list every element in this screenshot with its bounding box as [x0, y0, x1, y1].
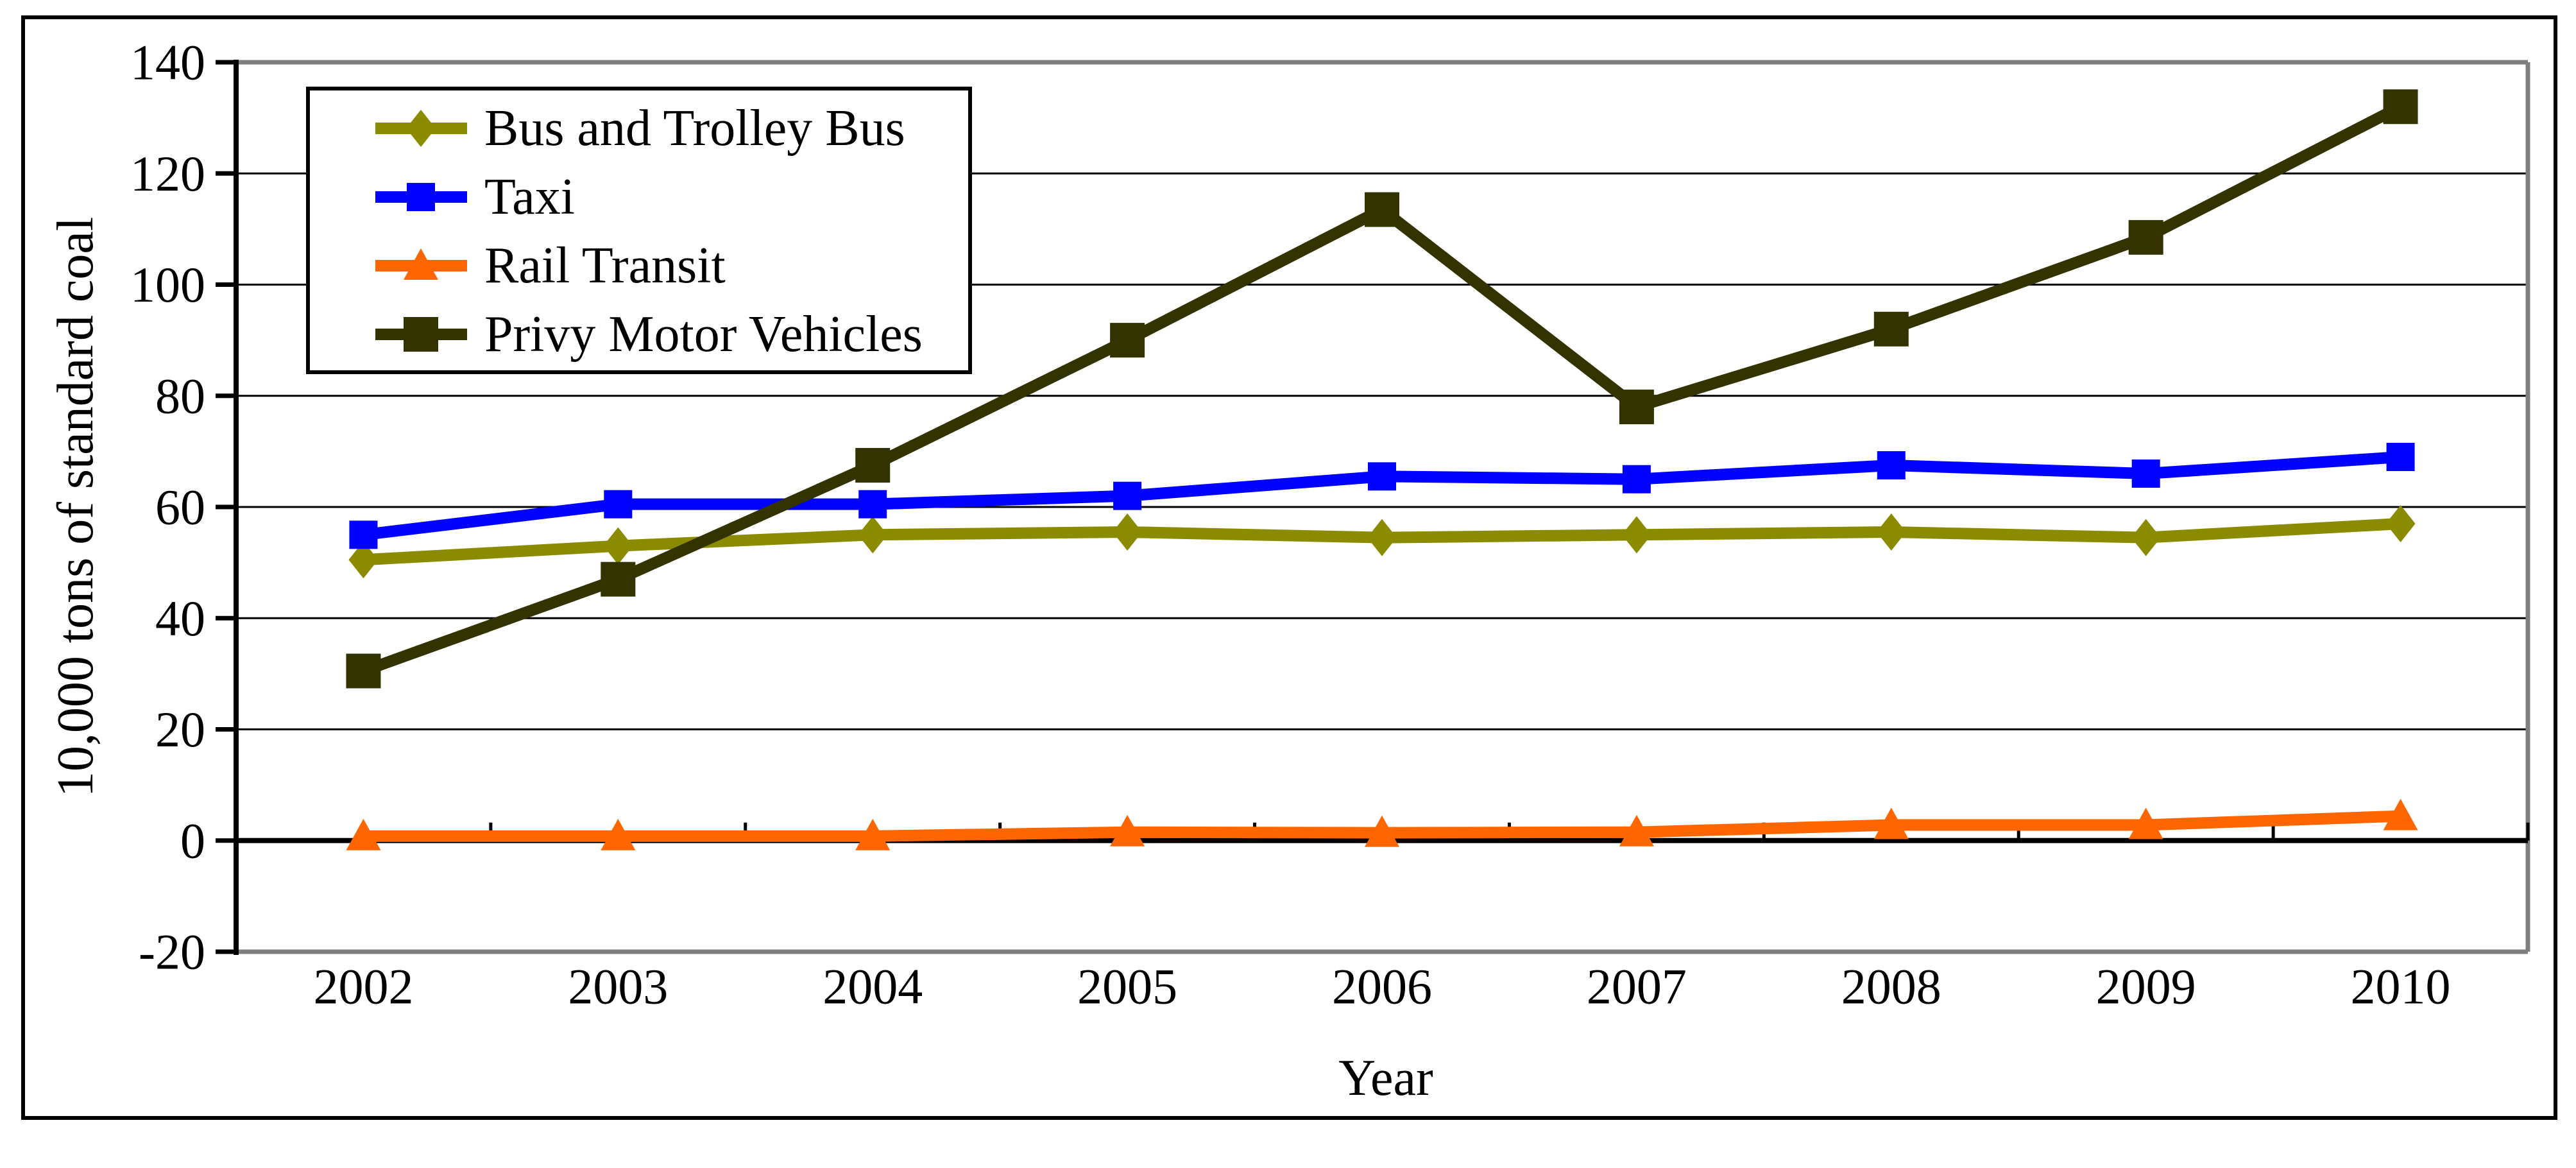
data-point-marker [1619, 814, 1654, 846]
data-point-marker [2128, 219, 2163, 255]
triangle-marker-icon [375, 248, 467, 280]
legend-marker-sample [406, 110, 436, 147]
x-tick-label: 2002 [313, 959, 413, 1015]
y-tick-label: 60 [155, 479, 205, 535]
x-tick-label: 2010 [2351, 959, 2451, 1015]
x-tick-label: 2004 [823, 959, 923, 1015]
data-point-marker [2385, 504, 2416, 542]
data-point-marker [1367, 519, 1397, 556]
x-tick-label: 2003 [568, 959, 668, 1015]
data-point-marker [601, 562, 636, 597]
y-tick-label: 80 [155, 368, 205, 424]
data-point-marker [2131, 459, 2160, 488]
data-point-marker [348, 541, 379, 579]
y-tick-label: -20 [139, 924, 205, 980]
x-tick-label: 2005 [1077, 959, 1177, 1015]
series-taxi [349, 443, 2415, 549]
x-tick-label: 2009 [2096, 959, 2196, 1015]
data-point-marker [1873, 807, 1909, 839]
y-tick-label: 0 [180, 812, 205, 868]
data-point-marker [858, 516, 888, 554]
legend: Bus and Trolley Bus Taxi Rail Transit Pr… [306, 87, 972, 374]
data-point-marker [1368, 462, 1396, 491]
data-point-marker [1622, 465, 1651, 494]
data-point-marker [1113, 481, 1142, 510]
data-point-marker [346, 653, 381, 689]
data-point-marker [1365, 815, 1399, 847]
data-point-marker [1873, 311, 1909, 347]
figure-border [21, 15, 2557, 1120]
y-axis-title: 10,000 tons of standard coal [47, 217, 104, 797]
data-point-marker [1876, 513, 1906, 551]
legend-item-rail-transit: Rail Transit [375, 237, 726, 294]
data-point-marker [1619, 390, 1654, 425]
legend-marker-sample [407, 183, 435, 211]
data-point-marker [601, 818, 636, 850]
data-point-marker [2386, 443, 2415, 472]
legend-label: Taxi [484, 169, 575, 225]
square-marker-icon [375, 183, 467, 211]
legend-label: Rail Transit [484, 237, 726, 294]
y-tick-label: 40 [155, 590, 205, 646]
data-point-marker [1113, 513, 1143, 551]
data-point-marker [1365, 192, 1399, 227]
data-point-marker [2383, 798, 2418, 830]
y-tick-label: 120 [130, 146, 205, 202]
square-marker-icon [375, 317, 467, 352]
diamond-marker-icon [375, 110, 467, 147]
data-point-marker [349, 520, 378, 549]
x-tick-label: 2007 [1587, 959, 1687, 1015]
legend-item-taxi: Taxi [375, 169, 575, 225]
x-axis-title: Year [1338, 1050, 1433, 1106]
data-point-marker [2131, 519, 2161, 556]
legend-label: Bus and Trolley Bus [484, 100, 905, 157]
data-point-marker [1110, 814, 1145, 846]
x-tick-label: 2006 [1332, 959, 1432, 1015]
legend-marker-sample [404, 317, 438, 352]
data-point-marker [604, 490, 633, 519]
data-point-marker [1110, 323, 1145, 358]
plot-area: 140 120 100 80 60 40 20 0 -20 2002 2003 2004 2005 200… [21, 15, 2557, 1120]
legend-marker-sample [404, 248, 438, 280]
y-tick-label: 20 [155, 701, 205, 757]
x-tick-label: 2008 [1841, 959, 1941, 1015]
data-point-marker [855, 448, 891, 483]
legend-item-privy-motor-vehicles: Privy Motor Vehicles [375, 306, 923, 363]
data-point-marker [1621, 516, 1651, 554]
data-point-marker [2128, 807, 2163, 839]
y-tick-label: 100 [130, 257, 205, 313]
y-tick-label: 140 [130, 35, 205, 90]
data-point-marker [1877, 451, 1906, 480]
legend-label: Privy Motor Vehicles [484, 306, 923, 363]
series-rail-transit [346, 798, 2418, 850]
series-privy-motor-vehicles [346, 89, 2418, 689]
data-point-marker [346, 818, 381, 850]
data-point-marker [603, 527, 633, 565]
data-point-marker [855, 818, 891, 850]
data-point-marker [858, 490, 887, 519]
data-point-marker [2383, 89, 2418, 125]
legend-item-bus-and-trolley-bus: Bus and Trolley Bus [375, 100, 905, 157]
